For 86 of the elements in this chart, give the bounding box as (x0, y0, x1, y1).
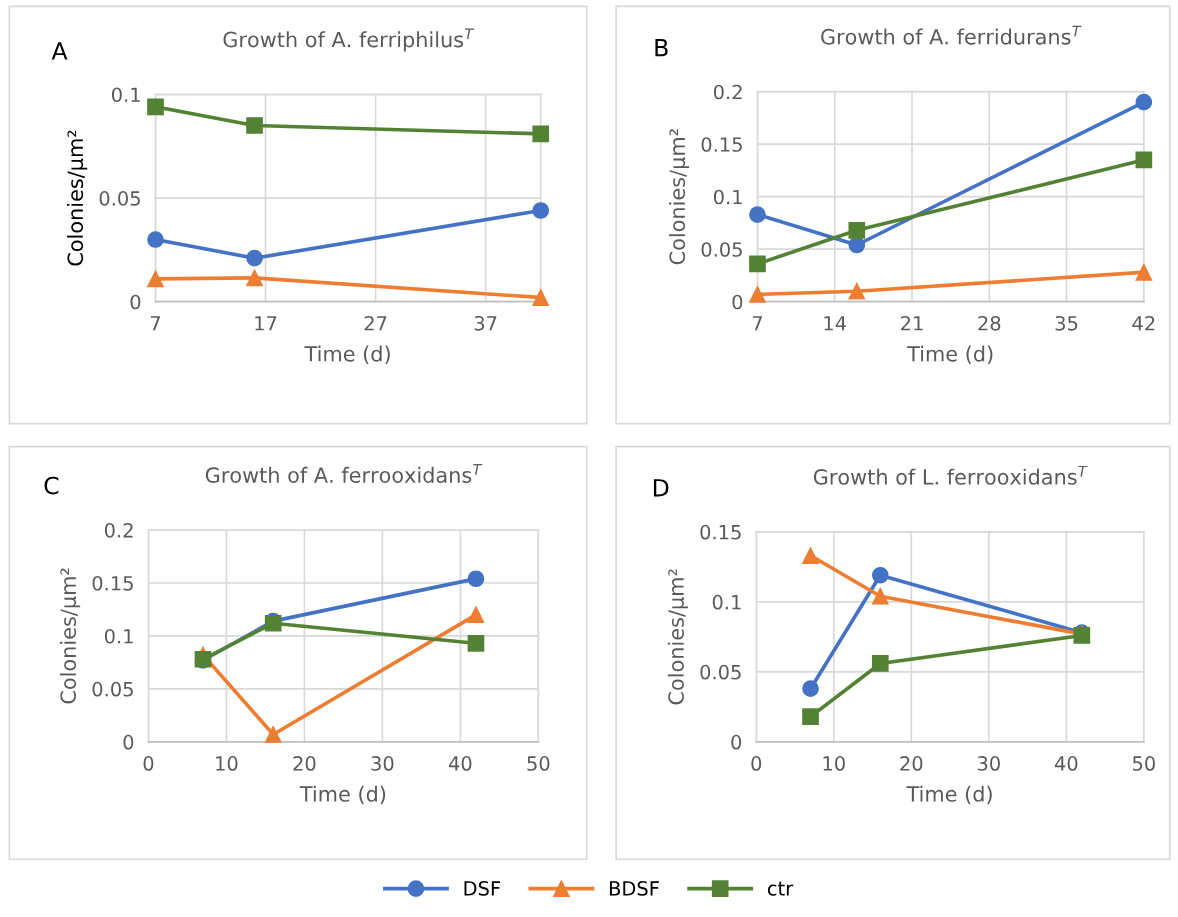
y-tick-label: 0 (732, 294, 743, 310)
point (871, 587, 889, 605)
x-tick-label: 0 (751, 756, 762, 771)
x-tick-label: 37 (474, 315, 497, 331)
x-tick-label: 0 (143, 756, 154, 771)
chart-title: Growth of A. ferridurans$^{T}$ (821, 25, 1082, 45)
point (246, 249, 263, 267)
x-axis-title: Time (d) (906, 785, 992, 805)
point (264, 726, 282, 743)
x-tick-label: 7 (150, 316, 161, 331)
point (532, 289, 550, 306)
x-tick-label: 50 (527, 756, 550, 771)
y-tick-label: 0.1 (104, 628, 133, 644)
y-tick-label: 0.15 (92, 575, 133, 591)
y-tick-label: 0.05 (99, 191, 140, 206)
x-tick-label: 30 (977, 756, 1000, 771)
y-tick-label: 0 (123, 734, 134, 750)
x-tick-label: 20 (293, 756, 316, 771)
point (147, 270, 164, 288)
y-tick-label: 0.1 (111, 87, 140, 103)
x-tick-label: 10 (216, 756, 238, 771)
chart-title: Growth of A. ferriphilus$^{T}$ (223, 28, 475, 52)
x-tick-label: 40 (1054, 756, 1078, 771)
point (467, 570, 485, 588)
y-axis-title: Colonies/µm² (667, 569, 688, 705)
x-tick-label: 50 (1132, 756, 1155, 771)
y-tick-label: 0.05 (92, 681, 133, 697)
point (749, 206, 766, 223)
point (848, 236, 866, 254)
chart-title: Growth of A. ferrooxidans$^{T}$ (205, 464, 483, 483)
y-axis-title: Colonies/µm² (67, 130, 88, 266)
x-tick-label: 10 (823, 756, 845, 771)
y-tick-label: 0.15 (700, 524, 741, 540)
y-tick-label: 0.2 (713, 84, 742, 100)
point (467, 606, 485, 624)
x-tick-label: 35 (1055, 315, 1078, 331)
text: A (51, 42, 68, 60)
text: C (44, 476, 59, 495)
point (1135, 93, 1153, 111)
point (749, 286, 766, 303)
x-axis-title: Time (d) (299, 785, 386, 805)
x-axis-title: Time (d) (907, 345, 993, 365)
point (848, 282, 866, 300)
point (802, 708, 819, 725)
y-tick-label: 0.1 (712, 594, 741, 610)
y-tick-label: 0.1 (713, 189, 742, 205)
y-tick-label: 0.05 (700, 664, 741, 680)
x-tick-label: 7 (752, 316, 762, 331)
legend-label: ctr (767, 881, 794, 896)
point (1135, 151, 1153, 169)
point (467, 635, 485, 652)
point (749, 255, 766, 273)
x-tick-label: 20 (900, 756, 923, 771)
point (802, 680, 819, 697)
point (1135, 263, 1153, 281)
y-tick-label: 0 (130, 294, 141, 310)
point (802, 547, 819, 564)
point (871, 566, 889, 584)
x-tick-label: 17 (255, 316, 277, 331)
point (147, 231, 164, 248)
x-tick-label: 14 (824, 316, 847, 331)
chart-title: Growth of L. ferrooxidans$^{T}$ (813, 465, 1088, 485)
y-axis-title: Colonies/µm² (669, 129, 690, 265)
legend-label: BDSF (609, 881, 659, 896)
point (147, 98, 164, 116)
point (532, 202, 550, 219)
x-tick-label: 27 (364, 315, 387, 331)
y-tick-label: 0.05 (701, 242, 742, 257)
point (871, 655, 889, 672)
x-tick-label: 30 (371, 756, 394, 771)
text: B (655, 39, 668, 57)
y-tick-label: 0.15 (701, 137, 742, 152)
text: D (653, 479, 669, 497)
x-tick-label: 21 (901, 315, 923, 331)
y-tick-label: 0 (731, 734, 742, 750)
point (848, 221, 866, 239)
legend-label: DSF (464, 881, 500, 896)
x-axis-title: Time (d) (304, 345, 390, 365)
x-tick-label: 42 (1132, 315, 1155, 331)
point (246, 269, 263, 287)
x-tick-label: 40 (448, 756, 472, 771)
x-tick-label: 28 (978, 315, 1001, 331)
y-axis-title: Colonies/µm² (59, 568, 81, 704)
y-tick-label: 0.2 (104, 522, 133, 538)
point (532, 125, 550, 143)
point (246, 117, 263, 134)
